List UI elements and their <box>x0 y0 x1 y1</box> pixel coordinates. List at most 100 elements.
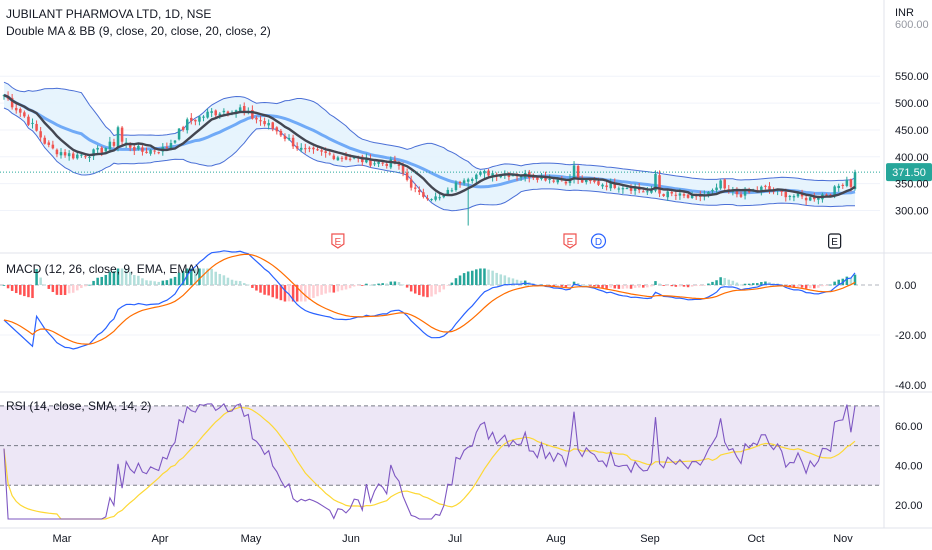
candle <box>491 173 494 177</box>
candle <box>71 153 75 159</box>
macd-histogram-bar <box>568 285 572 287</box>
candle <box>14 107 18 111</box>
macd-histogram-bar <box>654 281 657 285</box>
macd-histogram-bar <box>670 285 674 287</box>
macd-histogram-bar <box>76 285 79 291</box>
dividend-marker[interactable] <box>590 233 607 249</box>
macd-histogram-bar <box>703 285 706 286</box>
earnings-marker[interactable] <box>563 233 577 249</box>
macd-histogram-bar <box>821 285 824 287</box>
macd-histogram-bar <box>743 283 747 285</box>
candle <box>133 146 136 151</box>
earnings-marker[interactable] <box>331 233 345 249</box>
candle <box>711 189 714 192</box>
macd-histogram-bar <box>658 283 661 285</box>
candle <box>841 184 845 186</box>
candle <box>308 147 311 149</box>
candle <box>735 191 739 195</box>
macd-histogram-bar <box>71 285 75 293</box>
candle <box>450 190 454 192</box>
candle <box>837 185 840 189</box>
macd-histogram-bar <box>845 276 849 285</box>
macd-histogram-bar <box>751 283 755 285</box>
macd-histogram-bar <box>800 285 804 288</box>
macd-histogram-bar <box>336 285 340 292</box>
macd-histogram-bar <box>454 278 458 285</box>
candle <box>352 157 356 159</box>
macd-histogram-bar <box>792 285 796 288</box>
macd-histogram-bar <box>27 285 30 298</box>
macd-histogram-bar <box>340 285 344 291</box>
macd-histogram-bar <box>352 285 356 287</box>
last-price-label: 371.50 <box>892 167 926 179</box>
candle <box>743 189 747 196</box>
time-axis-label: Jun <box>342 533 360 545</box>
macd-histogram-bar <box>251 285 254 288</box>
candle <box>650 189 653 193</box>
macd-histogram-bar <box>67 285 71 294</box>
candle <box>418 190 421 193</box>
macd-histogram-bar <box>719 277 722 285</box>
candle <box>666 191 669 198</box>
macd-histogram-bar <box>690 285 694 287</box>
macd-histogram-bar <box>173 276 177 285</box>
candle <box>422 192 425 197</box>
macd-histogram-bar <box>279 285 283 301</box>
macd-histogram-bar <box>731 280 735 285</box>
macd-histogram-bar <box>145 280 148 285</box>
candle <box>760 186 763 192</box>
candle <box>39 131 42 138</box>
candle <box>625 188 629 190</box>
candle <box>817 197 820 200</box>
time-axis-label: Mar <box>53 533 72 545</box>
candle <box>320 150 323 152</box>
candle <box>825 194 828 196</box>
candle <box>723 179 726 189</box>
dividend-marker-label: D <box>595 237 602 248</box>
candle <box>784 191 788 198</box>
macd-histogram-bar <box>401 284 405 286</box>
candle <box>336 157 340 161</box>
price-tick-label: 500.00 <box>895 98 929 110</box>
earnings-marker[interactable] <box>828 233 842 249</box>
macd-histogram-bar <box>55 285 59 295</box>
candle <box>434 196 437 200</box>
candle <box>92 149 95 157</box>
macd-histogram-bar <box>487 269 490 285</box>
macd-histogram-bar <box>764 281 767 285</box>
rsi-tick-label: 20.00 <box>895 500 923 512</box>
candle <box>597 181 600 185</box>
candle <box>426 198 429 200</box>
macd-histogram-bar <box>503 275 507 285</box>
candle <box>287 137 291 140</box>
macd-histogram-bar <box>593 285 596 287</box>
macd-histogram-bar <box>466 271 470 285</box>
macd-histogram-bar <box>475 269 478 285</box>
candle <box>365 157 368 163</box>
macd-histogram-bar <box>409 285 413 292</box>
candle <box>788 195 792 197</box>
macd-histogram-bar <box>495 272 498 285</box>
candle <box>67 153 71 157</box>
candle <box>43 137 46 144</box>
macd-histogram-bar <box>263 285 266 295</box>
rsi-band <box>0 405 880 486</box>
candle <box>804 198 808 201</box>
candle <box>35 123 38 131</box>
macd-histogram-bar <box>202 268 205 285</box>
macd-histogram-bar <box>589 285 592 286</box>
macd-histogram-bar <box>470 270 474 285</box>
macd-histogram-bar <box>507 277 511 285</box>
candle <box>332 155 336 160</box>
macd-histogram-bar <box>259 285 262 293</box>
candle <box>475 174 478 180</box>
candle <box>580 177 584 183</box>
candle <box>800 194 804 197</box>
macd-histogram-bar <box>462 273 466 285</box>
candle <box>304 148 307 150</box>
candle <box>369 158 372 166</box>
earnings-marker-label: E <box>335 237 342 248</box>
candle <box>340 157 344 159</box>
